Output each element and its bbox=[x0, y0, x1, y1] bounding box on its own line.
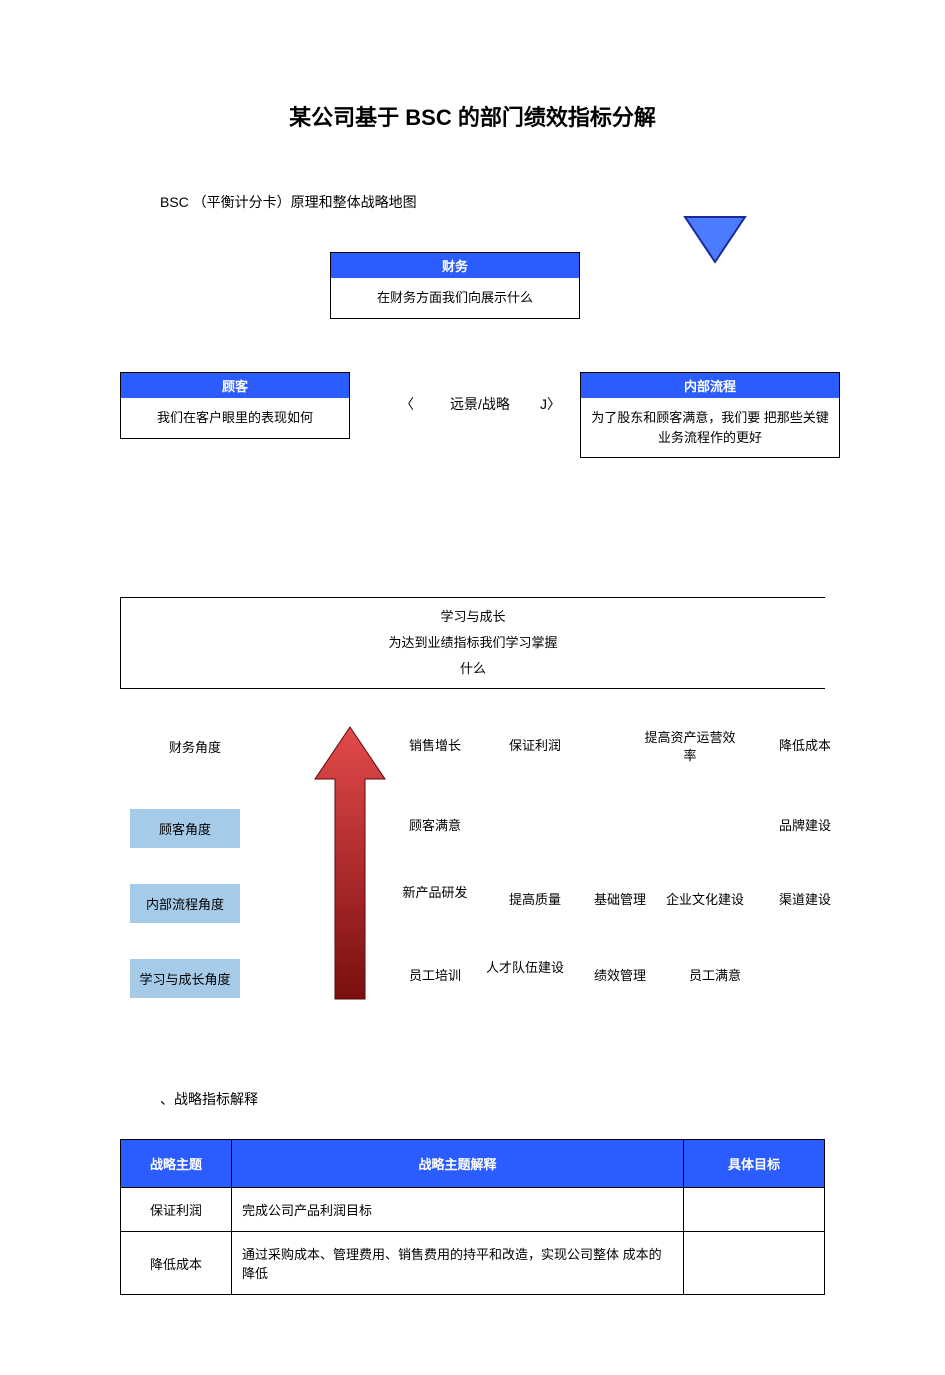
subtitle: BSC （平衡计分卡）原理和整体战略地图 bbox=[160, 192, 945, 212]
grid-cell: 降低成本 bbox=[760, 737, 850, 755]
bsc-center-text: 远景/战略 bbox=[440, 394, 520, 414]
td-theme: 保证利润 bbox=[121, 1188, 232, 1232]
grid-cell: 销售增长 bbox=[390, 737, 480, 755]
bsc-process-header: 内部流程 bbox=[581, 373, 839, 398]
bsc-center-left: 〈 bbox=[400, 394, 414, 414]
grid-cell: 员工培训 bbox=[390, 967, 480, 985]
bsc-customer-box: 顾客 我们在客户眼里的表现如何 bbox=[120, 372, 350, 439]
page-title: 某公司基于 BSC 的部门绩效指标分解 bbox=[0, 100, 945, 132]
bsc-center-right: J〉 bbox=[540, 394, 561, 414]
grid-cell: 绩效管理 bbox=[575, 967, 665, 985]
table-row: 降低成本 通过采购成本、管理费用、销售费用的持平和改造，实现公司整体 成本的降低 bbox=[121, 1232, 825, 1295]
bsc-process-body: 为了股东和顾客满意，我们要 把那些关键业务流程作的更好 bbox=[581, 398, 839, 457]
td-target bbox=[684, 1232, 825, 1295]
grid-cell: 员工满意 bbox=[670, 967, 760, 985]
grid-cell: 顾客满意 bbox=[390, 817, 480, 835]
th-explain: 战略主题解释 bbox=[232, 1140, 684, 1188]
bsc-learning-body2: 什么 bbox=[121, 656, 825, 682]
grid-cell: 基础管理 bbox=[575, 891, 665, 909]
grid-cell: 企业文化建设 bbox=[660, 891, 750, 909]
grid-cell: 提高资产运营效率 bbox=[640, 729, 740, 765]
th-theme: 战略主题 bbox=[121, 1140, 232, 1188]
bsc-learning-body1: 为达到业绩指标我们学习掌握 bbox=[121, 630, 825, 656]
grid-cell: 新产品研发 bbox=[390, 884, 480, 902]
grid-cell: 提高质量 bbox=[490, 891, 580, 909]
grid-cell: 保证利润 bbox=[490, 737, 580, 755]
grid-cell: 品牌建设 bbox=[760, 817, 850, 835]
td-target bbox=[684, 1188, 825, 1232]
page: 某公司基于 BSC 的部门绩效指标分解 BSC （平衡计分卡）原理和整体战略地图… bbox=[0, 0, 945, 1375]
bsc-finance-body: 在财务方面我们向展示什么 bbox=[331, 278, 579, 318]
th-target: 具体目标 bbox=[684, 1140, 825, 1188]
bsc-customer-body: 我们在客户眼里的表现如何 bbox=[121, 398, 349, 438]
table-header-row: 战略主题 战略主题解释 具体目标 bbox=[121, 1140, 825, 1188]
grid-cell: 人才队伍建设 bbox=[480, 959, 570, 977]
grid-label-process: 内部流程角度 bbox=[130, 884, 240, 923]
td-theme: 降低成本 bbox=[121, 1232, 232, 1295]
grid-cell: 渠道建设 bbox=[760, 891, 850, 909]
bsc-learning-header: 学习与成长 bbox=[121, 604, 825, 630]
up-arrow-icon bbox=[310, 724, 390, 1004]
grid-label-learning: 学习与成长角度 bbox=[130, 959, 240, 998]
down-triangle-icon bbox=[680, 212, 750, 267]
strategy-grid: 财务角度 顾客角度 内部流程角度 学习与成长角度 销售增长 保证利润 提高资产运… bbox=[110, 729, 835, 1029]
bsc-diagram: 财务 在财务方面我们向展示什么 顾客 我们在客户眼里的表现如何 〈 远景/战略 … bbox=[0, 232, 945, 552]
grid-label-customer: 顾客角度 bbox=[130, 809, 240, 848]
bsc-finance-box: 财务 在财务方面我们向展示什么 bbox=[330, 252, 580, 319]
table-row: 保证利润 完成公司产品利润目标 bbox=[121, 1188, 825, 1232]
bsc-finance-header: 财务 bbox=[331, 253, 579, 278]
explain-table: 战略主题 战略主题解释 具体目标 保证利润 完成公司产品利润目标 降低成本 通过… bbox=[120, 1139, 825, 1295]
td-explain: 通过采购成本、管理费用、销售费用的持平和改造，实现公司整体 成本的降低 bbox=[232, 1232, 684, 1295]
td-explain: 完成公司产品利润目标 bbox=[232, 1188, 684, 1232]
grid-label-finance: 财务角度 bbox=[140, 737, 250, 756]
bsc-process-box: 内部流程 为了股东和顾客满意，我们要 把那些关键业务流程作的更好 bbox=[580, 372, 840, 458]
bsc-customer-header: 顾客 bbox=[121, 373, 349, 398]
section-label: 、战略指标解释 bbox=[160, 1089, 945, 1109]
bsc-learning-box: 学习与成长 为达到业绩指标我们学习掌握 什么 bbox=[120, 597, 825, 689]
